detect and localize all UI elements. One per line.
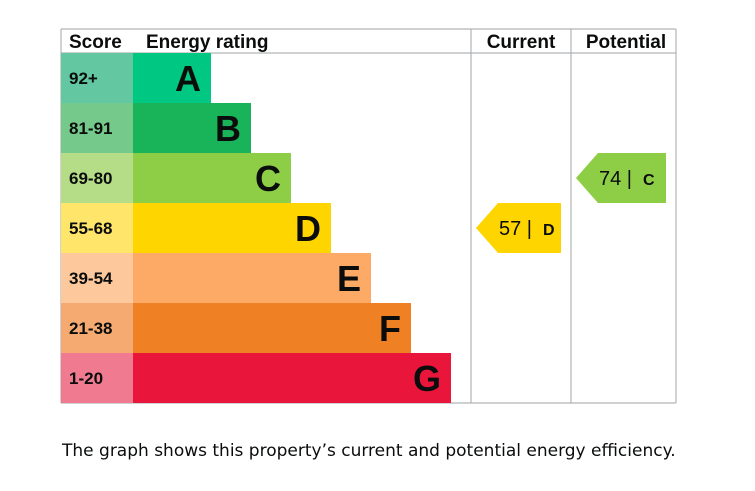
score-cell-a <box>61 53 133 103</box>
potential-rating: C <box>643 172 655 189</box>
header-potential: Potential <box>586 32 666 53</box>
score-cell-d <box>61 203 133 253</box>
epc-chart: Score Energy rating Current Potential 92… <box>60 28 677 404</box>
header-score: Score <box>69 32 122 53</box>
band-letter-b: B <box>215 108 241 149</box>
header-energy-rating: Energy rating <box>146 32 268 53</box>
score-range-d: 55-68 <box>69 219 112 238</box>
score-cell-f <box>61 303 133 353</box>
band-bar-a <box>133 53 211 103</box>
score-range-e: 39-54 <box>69 269 113 288</box>
band-letter-f: F <box>379 308 401 349</box>
potential-arrow <box>576 153 666 203</box>
current-arrow <box>476 203 561 253</box>
score-cell-e <box>61 253 133 303</box>
score-cell-b <box>61 103 133 153</box>
score-range-b: 81-91 <box>69 119 112 138</box>
rating-bands: 92+ A 81-91 B 69-80 C 55-68 D 39-54 E 21-38 F 1-20 G <box>61 53 451 403</box>
band-bar-b <box>133 103 251 153</box>
score-range-f: 21-38 <box>69 319 112 338</box>
band-bar-g <box>133 353 451 403</box>
chart-caption: The graph shows this property’s current … <box>62 441 676 461</box>
score-range-c: 69-80 <box>69 169 112 188</box>
band-letter-c: C <box>255 158 281 199</box>
band-bar-e <box>133 253 371 303</box>
band-letter-e: E <box>337 258 361 299</box>
band-bar-c <box>133 153 291 203</box>
band-bar-d <box>133 203 331 253</box>
rating-arrows: 57 | D 74 | C <box>476 153 666 253</box>
band-letter-a: A <box>175 58 201 99</box>
current-value: 57 | <box>499 218 532 240</box>
score-cell-g <box>61 353 133 403</box>
band-bar-f <box>133 303 411 353</box>
header-current: Current <box>487 32 556 53</box>
score-range-g: 1-20 <box>69 369 103 388</box>
potential-value: 74 | <box>599 168 632 190</box>
current-rating: D <box>543 222 555 239</box>
score-cell-c <box>61 153 133 203</box>
score-range-a: 92+ <box>69 69 98 88</box>
band-letter-d: D <box>295 208 321 249</box>
band-letter-g: G <box>413 358 441 399</box>
